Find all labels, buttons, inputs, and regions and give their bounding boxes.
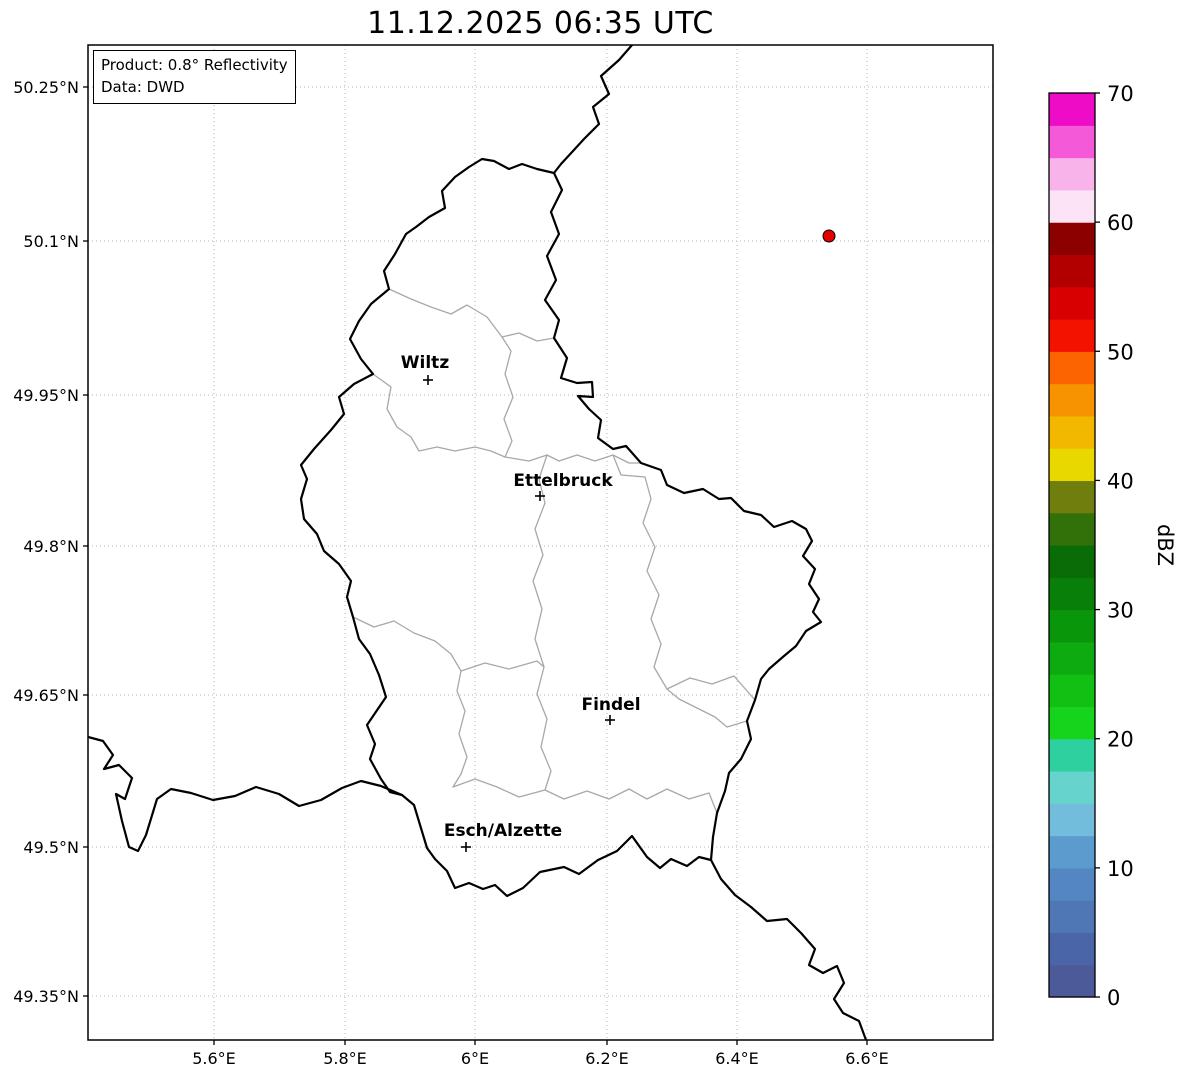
x-tick-label: 6°E [461, 1049, 489, 1068]
colorbar-band [1049, 254, 1095, 288]
germany-france-border [709, 858, 868, 1040]
figure-title: 11.12.2025 06:35 UTC [367, 6, 714, 41]
colorbar-band [1049, 480, 1095, 514]
colorbar-band [1049, 383, 1095, 417]
colorbar-band [1049, 674, 1095, 708]
grid-group [88, 45, 993, 1040]
product-annotation-box: Product: 0.8° Reflectivity Data: DWD [93, 50, 296, 104]
city-label: Ettelbruck [513, 471, 613, 491]
colorbar-band [1049, 415, 1095, 449]
colorbar-tick-label: 10 [1107, 857, 1134, 881]
colorbar-tick-label: 0 [1107, 986, 1120, 1010]
district-border [452, 778, 718, 814]
colorbar-tick-label: 50 [1107, 340, 1134, 364]
y-tick-label: 49.5°N [23, 838, 79, 857]
colorbar-band [1049, 222, 1095, 256]
y-tick-label: 50.25°N [13, 78, 79, 97]
y-tick-label: 49.8°N [23, 537, 79, 556]
district-border [612, 454, 646, 478]
district-border [388, 288, 642, 464]
colorbar-band [1049, 319, 1095, 352]
cities-group: Wiltz Ettelbruck Findel Esch/Alzette [401, 353, 641, 852]
france-belgium-border [88, 735, 404, 853]
district-border [460, 660, 545, 672]
colorbar-band [1049, 545, 1095, 578]
y-tick-label: 50.1°N [23, 232, 79, 251]
colorbar-tick-label: 20 [1107, 728, 1134, 752]
colorbar-band [1049, 286, 1095, 320]
colorbar-band [1049, 512, 1095, 546]
colorbar-band [1049, 157, 1095, 191]
colorbar-band [1049, 835, 1095, 869]
radar-site-group [822, 229, 836, 243]
y-tick-label: 49.65°N [13, 686, 79, 705]
colorbar-band [1049, 448, 1095, 482]
x-tick-label: 6.6°E [845, 1049, 889, 1068]
colorbar-band [1049, 351, 1095, 385]
colorbar-band [1049, 641, 1095, 675]
x-tick-label: 5.8°E [323, 1049, 367, 1068]
x-tick-label: 5.6°E [192, 1049, 236, 1068]
x-tick-label: 6.2°E [585, 1049, 629, 1068]
radar-site-dot [822, 229, 836, 243]
colorbar-band [1049, 577, 1095, 611]
city-label: Esch/Alzette [444, 821, 562, 841]
colorbar-band [1049, 964, 1095, 998]
district-border [501, 332, 555, 342]
colorbar-band [1049, 738, 1095, 772]
x-tick-label: 6.4°E [715, 1049, 759, 1068]
luxembourg-border [299, 157, 823, 898]
district-border [372, 373, 506, 458]
colorbar-unit-label: dBZ [1153, 524, 1177, 566]
city-label: Wiltz [401, 353, 450, 373]
colorbar-band [1049, 932, 1095, 966]
colorbar-band [1049, 706, 1095, 740]
colorbar-band [1049, 125, 1095, 159]
district-border [352, 616, 468, 788]
colorbar-outline [1048, 92, 1096, 998]
colorbar-tick-label: 30 [1107, 599, 1134, 623]
y-tick-label: 49.35°N [13, 987, 79, 1006]
colorbar-band [1049, 189, 1095, 223]
colorbar-band [1049, 93, 1095, 126]
colorbar-band [1049, 867, 1095, 901]
district-border [532, 454, 552, 791]
colorbar-tick-label: 60 [1107, 211, 1134, 235]
colorbar-tick-label: 40 [1107, 469, 1134, 493]
data-source-line: Data: DWD [101, 77, 185, 96]
district-border [666, 675, 756, 701]
plot-frame [87, 44, 994, 1041]
district-border [642, 476, 748, 728]
axis-group: 5.6°E 5.8°E 6°E 6.2°E 6.4°E 6.6°E 50.25°N 50.1°… [13, 78, 889, 1068]
colorbar-band [1049, 900, 1095, 934]
product-line: Product: 0.8° Reflectivity [101, 56, 288, 74]
y-tick-label: 49.95°N [13, 386, 79, 405]
colorbar-tick-label: 70 [1107, 82, 1134, 106]
city-label: Findel [581, 695, 640, 715]
belgium-germany-border [552, 45, 634, 175]
colorbar-group: 0 10 20 30 40 50 60 70 dBZ [1048, 82, 1177, 1010]
colorbar-band [1049, 609, 1095, 643]
colorbar-band [1049, 771, 1095, 804]
colorbar-band [1049, 803, 1095, 837]
map-borders [88, 45, 868, 1040]
